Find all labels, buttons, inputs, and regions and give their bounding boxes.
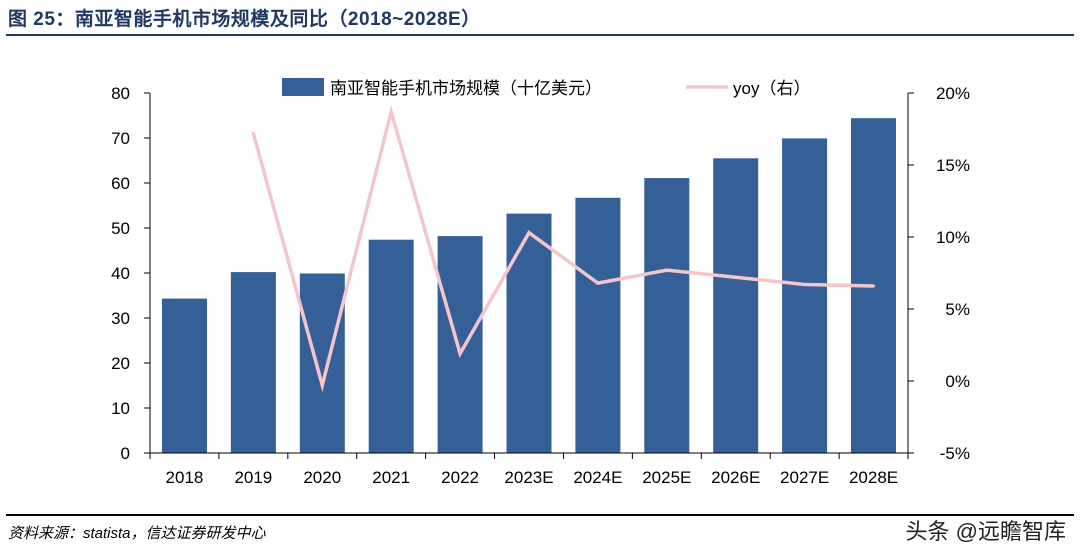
- yoy-point-2024E: [596, 281, 600, 285]
- y-left-tick-label: 30: [111, 309, 130, 328]
- legend-label-line: yoy（右）: [733, 79, 810, 98]
- y-right-tick-label: 5%: [945, 300, 970, 319]
- y-left-tick-label: 0: [121, 444, 130, 463]
- line-layer: [251, 104, 875, 393]
- x-tick-label: 2020: [303, 468, 341, 487]
- x-tick-label: 2026E: [711, 468, 760, 487]
- yoy-point-2021: [389, 110, 393, 114]
- y-right-tick-label: 15%: [936, 156, 970, 175]
- yoy-line: [251, 104, 874, 393]
- source-note: 资料来源：statista，信达证券研发中心: [8, 525, 266, 542]
- bar-2019: [230, 272, 276, 453]
- x-tick-label: 2028E: [849, 468, 898, 487]
- yoy-point-2022: [458, 352, 462, 356]
- legend-label-bar: 南亚智能手机市场规模（十亿美元）: [330, 79, 602, 98]
- bar-2023E: [506, 213, 552, 453]
- y-left-tick-label: 60: [111, 174, 130, 193]
- y-right-tick-label: 20%: [936, 84, 970, 103]
- y-left-tick-label: 40: [111, 264, 130, 283]
- x-tick-label: 2018: [166, 468, 204, 487]
- y-left-tick-label: 70: [111, 129, 130, 148]
- source-rule: [6, 514, 1074, 516]
- bar-2021: [368, 239, 414, 453]
- yoy-point-2023E: [527, 231, 531, 235]
- x-tick-label: 2023E: [504, 468, 553, 487]
- bar-2018: [162, 298, 207, 453]
- yoy-point-2028E: [872, 284, 875, 288]
- x-tick-label: 2021: [372, 468, 410, 487]
- yoy-point-2027E: [803, 283, 807, 286]
- legend: 南亚智能手机市场规模（十亿美元） yoy（右）: [282, 78, 810, 98]
- y-left-tick-label: 10: [111, 399, 130, 418]
- x-tick-label: 2019: [234, 468, 272, 487]
- title-underline: [6, 34, 1074, 36]
- y-right-tick-label: 10%: [936, 228, 970, 247]
- yoy-point-2020: [320, 383, 324, 387]
- y-right-tick-label: -5%: [940, 444, 970, 463]
- y-right-tick-label: 0%: [945, 372, 970, 391]
- bars-layer: [162, 118, 896, 454]
- x-tick-label: 2024E: [573, 468, 622, 487]
- y-left-tick-label: 20: [111, 354, 130, 373]
- yoy-point-2019: [251, 131, 255, 135]
- yoy-point-2025E: [665, 268, 669, 272]
- bar-2022: [437, 236, 483, 453]
- y-left-tick-label: 80: [111, 84, 130, 103]
- legend-swatch-bar: [282, 78, 324, 96]
- bar-2025E: [644, 178, 690, 453]
- y-left-tick-label: 50: [111, 219, 130, 238]
- bar-2020: [299, 273, 345, 453]
- bar-2026E: [713, 158, 759, 454]
- figure-title: 图 25：南亚智能手机市场规模及同比（2018~2028E）: [8, 9, 481, 30]
- watermark: 头条 @远瞻智库: [905, 519, 1066, 544]
- x-tick-label: 2027E: [780, 468, 829, 487]
- axes-layer: 2018 2019 2020 2021 2022 2023E 2024E 2025E 2026E…: [111, 84, 970, 487]
- x-tick-label: 2025E: [642, 468, 691, 487]
- yoy-point-2026E: [734, 275, 738, 279]
- bar-2027E: [782, 138, 828, 453]
- chart-canvas: 2018 2019 2020 2021 2022 2023E 2024E 2025E 2026E…: [111, 78, 970, 487]
- bar-2024E: [575, 197, 621, 453]
- x-tick-label: 2022: [441, 468, 479, 487]
